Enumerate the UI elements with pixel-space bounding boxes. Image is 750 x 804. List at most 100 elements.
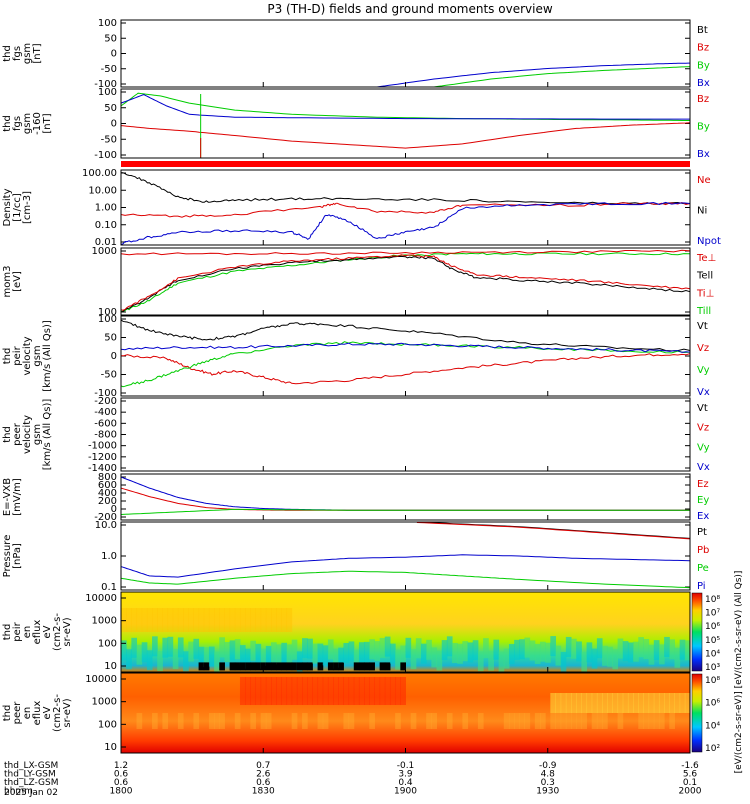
spectrogram-cell xyxy=(612,693,619,713)
legend-label-Npot: Npot xyxy=(697,236,721,247)
spectrogram-cell xyxy=(146,608,153,632)
y-axis-label: thd xyxy=(2,426,13,443)
spectrogram-cell xyxy=(136,608,143,632)
legend-label-Vz: Vz xyxy=(697,343,709,354)
spectrogram-cell xyxy=(529,640,536,661)
spectrogram-cell xyxy=(679,693,686,713)
panel-p6: -200-400-600-800-1000-1200-1400 thd peer ve… xyxy=(2,396,710,474)
spectrogram-cell xyxy=(245,648,251,669)
x-tick-label: 0.6 xyxy=(256,778,271,788)
colorbar-tick-label: 10⁴ xyxy=(705,649,720,659)
spectrogram-cell xyxy=(229,608,236,632)
spectrogram-cell xyxy=(648,644,655,665)
y-tick-label: -100 xyxy=(94,150,117,161)
spectrogram-cell xyxy=(664,693,670,713)
spectrogram-cell xyxy=(472,640,479,661)
spectrogram-cell xyxy=(622,641,629,662)
spectrogram-cell xyxy=(653,693,660,713)
series-By xyxy=(120,92,690,121)
spectrogram-cell xyxy=(658,713,665,729)
spectrogram-cell xyxy=(141,642,148,663)
spectrogram-cell xyxy=(374,677,381,705)
spectrogram-cell xyxy=(452,643,458,664)
spectrogram-cell xyxy=(364,641,370,662)
spectrogram-cell xyxy=(188,608,194,632)
spectrogram-cell xyxy=(307,638,313,659)
legend-label-Bz: Bz xyxy=(697,94,709,105)
spectrogram-cell xyxy=(183,608,189,632)
panel-p5: 100 50 0 -50 -100 thd peir velocity gsm [km/s (Al… xyxy=(2,314,710,399)
spectrogram-cell xyxy=(203,608,210,632)
y-axis-label: eV xyxy=(42,625,53,638)
spectrogram-cell xyxy=(286,644,293,665)
y-tick-label: 400 xyxy=(98,488,117,499)
y-tick-label: 1000 xyxy=(92,246,117,257)
spectrogram-cell xyxy=(271,642,277,663)
spectrogram-cell xyxy=(136,644,143,665)
spectrogram-cell xyxy=(265,608,272,632)
panel-frame xyxy=(120,473,691,521)
legend-label-By: By xyxy=(697,60,710,71)
legend-label-Pi: Pi xyxy=(697,581,706,592)
spectrogram-cell xyxy=(503,713,510,729)
spectrogram-cell xyxy=(312,677,319,705)
spectrogram-cell xyxy=(307,677,313,705)
spectrogram-cell xyxy=(121,640,127,661)
spectrogram-cell xyxy=(576,713,582,729)
series-Te⊥ xyxy=(120,249,691,256)
spectrogram-cell xyxy=(441,640,448,661)
colorbar xyxy=(691,592,703,672)
spectrogram-cell xyxy=(245,662,251,671)
spectrogram-cell xyxy=(591,693,598,713)
spectrogram-cell xyxy=(183,651,189,672)
spectrogram-cell xyxy=(239,608,246,632)
spectrogram-cell xyxy=(296,651,303,672)
spectrogram-cell xyxy=(379,662,386,671)
spectrogram-cell xyxy=(281,608,288,632)
legend-label-Pt: Pt xyxy=(697,527,707,538)
y-axis-label: [km/s (All Qs)] xyxy=(42,399,53,471)
y-axis-label: gsm xyxy=(22,43,33,64)
spectrogram-cell xyxy=(203,647,210,668)
y-axis-label: eflux xyxy=(32,701,43,726)
spectrogram-cell xyxy=(369,713,375,729)
y-tick-label: 10 xyxy=(104,661,117,672)
spectrogram-cell xyxy=(602,713,608,729)
spectrogram-cell xyxy=(172,608,179,632)
legend-label-Te⊥: Te⊥ xyxy=(696,253,716,264)
y-tick-label: -200 xyxy=(94,512,117,523)
spectrogram-cell xyxy=(648,713,655,729)
y-axis-label: peer xyxy=(12,701,23,725)
spectrogram-cell xyxy=(131,637,138,658)
y-tick-label: 10.0 xyxy=(95,520,117,531)
series-Ex xyxy=(120,476,690,511)
series-Pi xyxy=(120,554,691,578)
series-Till xyxy=(120,252,691,312)
spectrogram-cell xyxy=(333,648,339,669)
y-tick-label: 50 xyxy=(104,103,117,114)
spectrogram-cell xyxy=(669,713,675,729)
spectrogram-cell xyxy=(565,636,572,657)
x-tick-label: 0.6 xyxy=(114,778,129,788)
spectrogram-cell xyxy=(167,636,174,657)
spectrogram-cell xyxy=(602,645,608,666)
y-axis-label: fgs xyxy=(12,46,23,61)
legend-label-Bx: Bx xyxy=(697,78,710,89)
spectrogram-cell xyxy=(255,608,262,632)
y-tick-label: -800 xyxy=(94,430,117,441)
panel-p3: 100.00 10.00 1.00 0.10 0.01 Density [1/cc] [cm-… xyxy=(2,168,721,248)
spectrogram-cell xyxy=(214,713,220,729)
spectrogram-cell xyxy=(271,608,277,632)
y-tick-label: -50 xyxy=(101,64,117,75)
spectrogram-cell xyxy=(260,662,267,671)
spectrogram-cell xyxy=(146,650,153,671)
spectrogram-cell xyxy=(327,677,334,705)
spectrogram-cell xyxy=(286,662,293,671)
colorbar-tick-label: 10⁸ xyxy=(705,595,720,605)
series-Pe xyxy=(120,570,691,589)
spectrogram-cell xyxy=(576,693,582,713)
spectrogram-cell xyxy=(265,713,272,729)
spectrogram-cell xyxy=(234,662,241,671)
y-tick-label: -1000 xyxy=(88,441,117,452)
